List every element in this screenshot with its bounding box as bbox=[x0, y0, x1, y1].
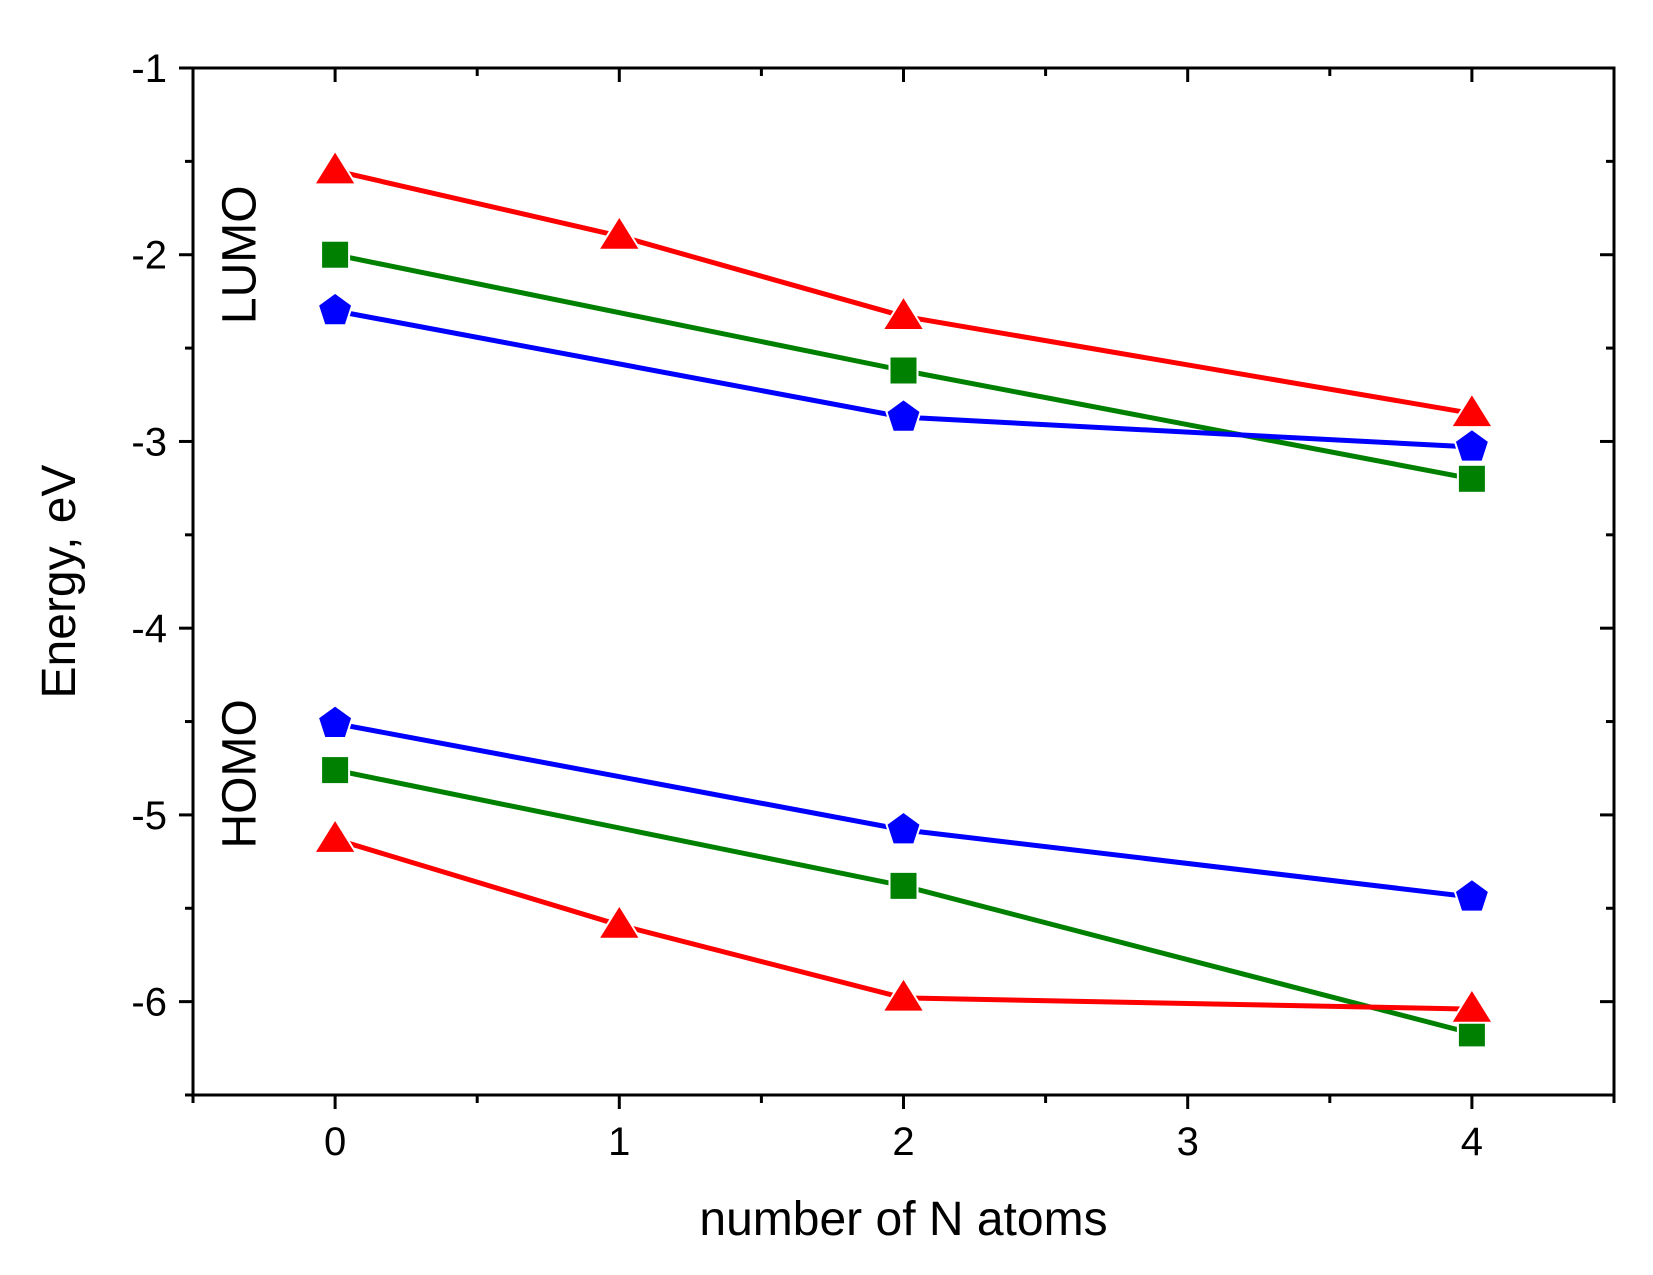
lumo-label: LUMO bbox=[214, 185, 267, 324]
homo-label: HOMO bbox=[214, 699, 267, 848]
y-tick-label: -4 bbox=[131, 607, 167, 651]
y-tick-label: -6 bbox=[131, 981, 167, 1025]
point-LUMO-blue-marker bbox=[885, 397, 922, 433]
point-LUMO-green-marker bbox=[320, 239, 351, 270]
y-tick-label: -1 bbox=[131, 47, 167, 91]
point-HOMO-red-marker bbox=[596, 903, 642, 940]
point-HOMO-blue-marker bbox=[885, 810, 922, 846]
y-tick-label: -5 bbox=[131, 794, 167, 838]
axes bbox=[179, 66, 1616, 1109]
series-LUMO-red bbox=[312, 148, 1495, 429]
series-layer bbox=[312, 148, 1495, 1049]
x-tick-label: 0 bbox=[324, 1120, 346, 1164]
point-LUMO-blue-marker bbox=[1453, 427, 1491, 463]
point-LUMO-red-marker bbox=[880, 294, 927, 332]
point-HOMO-red-marker bbox=[1449, 987, 1495, 1024]
y-axis-title: Energy, eV bbox=[33, 465, 86, 699]
point-LUMO-red-marker bbox=[596, 214, 642, 251]
text-layer: 0 1 2 3 4 -6 -5 -4 -3 -2 -1 LUMO HOMO bbox=[131, 47, 1483, 1164]
x-tick-label: 3 bbox=[1177, 1120, 1199, 1164]
point-LUMO-green-marker bbox=[1456, 463, 1487, 494]
point-LUMO-green-marker bbox=[888, 355, 919, 386]
point-HOMO-red-marker bbox=[880, 976, 927, 1013]
series-HOMO-blue bbox=[316, 704, 1491, 913]
x-tick-label: 4 bbox=[1461, 1120, 1483, 1164]
point-HOMO-red-marker bbox=[312, 817, 358, 854]
point-HOMO-blue-marker bbox=[316, 704, 354, 739]
point-HOMO-green-marker bbox=[888, 870, 919, 901]
series-LUMO-green bbox=[320, 239, 1487, 494]
y-tick-label: -2 bbox=[131, 234, 167, 278]
series-LUMO-blue bbox=[316, 291, 1491, 463]
x-tick-label: 1 bbox=[608, 1120, 630, 1164]
plot-frame bbox=[191, 66, 1616, 1097]
y-tick-label: -3 bbox=[131, 420, 167, 464]
x-axis-title: number of N atoms bbox=[699, 1193, 1107, 1246]
series-line-HOMO-red bbox=[334, 836, 1472, 1012]
series-HOMO-red bbox=[312, 817, 1495, 1024]
point-LUMO-blue-marker bbox=[316, 291, 354, 327]
point-LUMO-red-marker bbox=[1449, 391, 1495, 429]
x-tick-label: 2 bbox=[892, 1120, 914, 1164]
point-LUMO-red-marker bbox=[312, 148, 358, 186]
point-HOMO-green-marker bbox=[320, 755, 351, 786]
point-HOMO-blue-marker bbox=[1453, 877, 1491, 913]
series-line-LUMO-red bbox=[334, 168, 1473, 416]
